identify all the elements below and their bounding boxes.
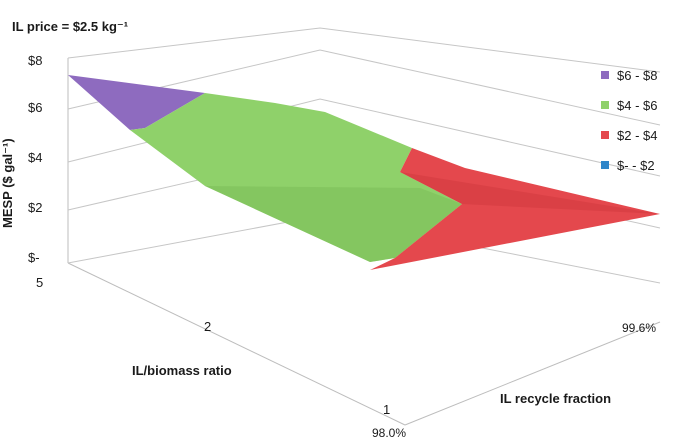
y-tick-label-996: 99.6% (622, 321, 656, 335)
legend-label-0-2: $- - $2 (617, 158, 655, 173)
floor-front-edge (67, 262, 406, 426)
surface-band-6-8 (68, 75, 205, 130)
x-tick-label-2: 2 (204, 319, 211, 334)
x-axis-labels: 5 2 1 (36, 275, 390, 417)
legend-swatch-2-4 (601, 131, 609, 139)
legend-label-4-6: $4 - $6 (617, 98, 657, 113)
z-tick-label-2: $2 (28, 200, 42, 215)
legend-label-6-8: $6 - $8 (617, 68, 657, 83)
y-axis-labels: 98.0% 99.6% (372, 321, 656, 440)
z-tick-label-4: $4 (28, 150, 42, 165)
z-tick-label-8: $8 (28, 53, 42, 68)
legend-swatch-0-2 (601, 161, 609, 169)
x-axis-title: IL/biomass ratio (132, 363, 232, 378)
surface-shade-4-6 (205, 186, 462, 262)
x-tick-label-1: 1 (383, 402, 390, 417)
surface-shade-2-4 (400, 172, 660, 214)
surface (68, 75, 660, 270)
z-tick-label-0: $- (28, 250, 40, 265)
floor-right-edge (404, 321, 661, 426)
legend-swatch-6-8 (601, 71, 609, 79)
y-tick-label-98: 98.0% (372, 426, 406, 440)
z-axis-labels: $8 $6 $4 $2 $- (28, 53, 42, 265)
x-tick-label-5: 5 (36, 275, 43, 290)
gridline-8 (67, 27, 661, 73)
surface-band-2-4 (370, 148, 660, 270)
legend-label-2-4: $2 - $4 (617, 128, 657, 143)
z-tick-label-6: $6 (28, 100, 42, 115)
legend: $6 - $8 $4 - $6 $2 - $4 $- - $2 (601, 68, 657, 173)
z-axis-title: MESP ($ gal⁻¹) (0, 138, 15, 228)
legend-swatch-4-6 (601, 101, 609, 109)
axis-frame (67, 58, 661, 426)
y-axis-title: IL recycle fraction (500, 391, 611, 406)
chart-title: IL price = $2.5 kg⁻¹ (12, 19, 128, 34)
